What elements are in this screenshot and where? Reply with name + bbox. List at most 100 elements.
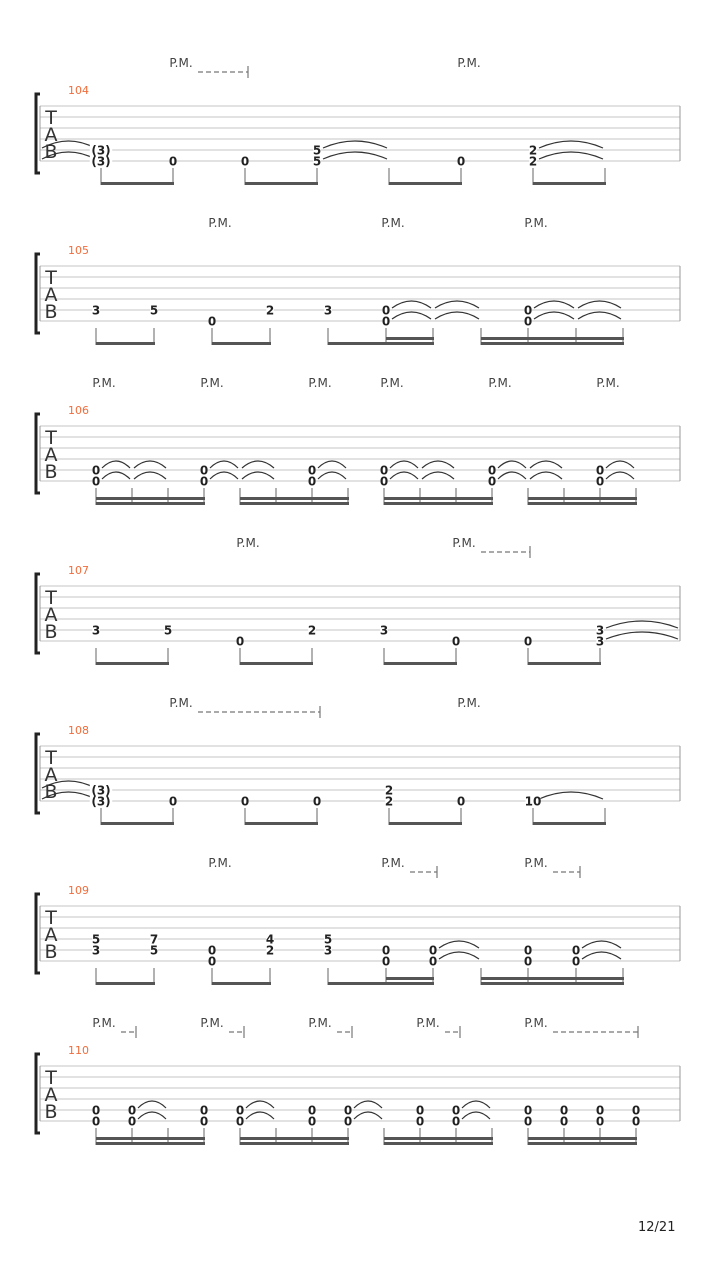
fret-number: 0 (452, 1115, 460, 1129)
tab-clef-letter: B (44, 781, 57, 803)
fret-number: 5 (324, 933, 332, 947)
beam (384, 662, 457, 665)
beam (96, 662, 169, 665)
beam (245, 822, 318, 825)
tab-clef-letter: A (45, 124, 58, 146)
tie-arc (101, 471, 131, 480)
fret-number: 0 (524, 635, 532, 649)
palm-mute-label: P.M. (381, 856, 404, 870)
palm-mute-label: P.M. (200, 376, 223, 390)
fret-mask (452, 1105, 460, 1115)
fret-number: 0 (596, 475, 604, 489)
fret-mask (560, 1105, 568, 1115)
fret-mask (324, 934, 332, 944)
fret-number: 0 (524, 315, 532, 329)
fret-number: (3) (91, 784, 110, 798)
beam (212, 982, 271, 985)
tie-arc (497, 460, 527, 469)
fret-mask (525, 796, 541, 806)
fret-number: 0 (524, 1104, 532, 1118)
fret-number: 0 (429, 944, 437, 958)
tie-arc (538, 151, 604, 160)
secondary-beam (456, 497, 493, 500)
tie-arc (497, 471, 527, 480)
fret-mask (452, 636, 460, 646)
palm-mute-label: P.M. (169, 56, 192, 70)
measure-number: 110 (68, 1044, 89, 1057)
system-bracket (34, 572, 40, 655)
fret-number: 0 (200, 1115, 208, 1129)
fret-number: 2 (529, 155, 537, 169)
fret-number: 4 (266, 933, 274, 947)
tab-clef-letter: T (44, 747, 57, 769)
fret-mask (560, 1116, 568, 1126)
tab-clef-letter: B (44, 1101, 57, 1123)
fret-mask (241, 796, 249, 806)
beam (328, 982, 434, 985)
fret-number: 0 (524, 955, 532, 969)
tab-clef-letter: A (45, 764, 58, 786)
secondary-beam (384, 497, 421, 500)
fret-mask (529, 156, 537, 166)
fret-mask (164, 625, 172, 635)
fret-mask (344, 1116, 352, 1126)
fret-number: 0 (128, 1115, 136, 1129)
beam (101, 822, 174, 825)
fret-number: 3 (324, 304, 332, 318)
palm-mute-label: P.M. (416, 1016, 439, 1030)
fret-mask (596, 1116, 604, 1126)
fret-mask (524, 956, 532, 966)
secondary-beam (276, 1137, 313, 1140)
palm-mute-label: P.M. (308, 1016, 331, 1030)
fret-mask (632, 1116, 640, 1126)
tie-arc (133, 471, 167, 480)
fret-mask (382, 945, 390, 955)
tie-arc (322, 140, 388, 149)
fret-number: 0 (560, 1104, 568, 1118)
fret-mask (208, 956, 216, 966)
system-108: TAB 108 P.M. P.M. (3)(3) 0 0 0 22 0 10 (34, 696, 681, 825)
fret-number: 0 (488, 475, 496, 489)
secondary-beam (456, 1137, 493, 1140)
fret-mask (572, 956, 580, 966)
fret-number: 0 (596, 1104, 604, 1118)
system-bracket (34, 92, 40, 175)
tab-clef-letter: A (45, 444, 58, 466)
fret-mask (524, 305, 532, 315)
fret-mask (150, 945, 158, 955)
fret-mask (380, 465, 388, 475)
fret-mask (596, 625, 604, 635)
secondary-beam (168, 1137, 205, 1140)
secondary-beam (528, 497, 565, 500)
tie-arc (245, 1100, 275, 1109)
fret-number: 0 (308, 464, 316, 478)
fret-mask (92, 1116, 100, 1126)
fret-number: 2 (266, 944, 274, 958)
tie-arc (577, 311, 622, 320)
palm-mute-label: P.M. (488, 376, 511, 390)
fret-mask (596, 465, 604, 475)
fret-number: 0 (572, 944, 580, 958)
palm-mute-label: P.M. (452, 536, 475, 550)
fret-mask (89, 785, 113, 795)
tie-arc (317, 460, 347, 469)
palm-mute-label: P.M. (92, 376, 115, 390)
fret-number: 0 (308, 1115, 316, 1129)
tie-arc (533, 311, 575, 320)
fret-number: 0 (92, 464, 100, 478)
palm-mute-label: P.M. (208, 856, 231, 870)
fret-mask (92, 476, 100, 486)
fret-number: 2 (529, 144, 537, 158)
fret-mask (92, 945, 100, 955)
fret-number: 0 (308, 475, 316, 489)
fret-number: 0 (208, 944, 216, 958)
fret-number: 0 (344, 1115, 352, 1129)
fret-number: 0 (241, 795, 249, 809)
fret-mask (385, 796, 393, 806)
fret-number: 0 (572, 955, 580, 969)
tie-arc (101, 460, 131, 469)
fret-number: 0 (200, 464, 208, 478)
fret-number: 0 (236, 1115, 244, 1129)
palm-mute-label: P.M. (524, 1016, 547, 1030)
